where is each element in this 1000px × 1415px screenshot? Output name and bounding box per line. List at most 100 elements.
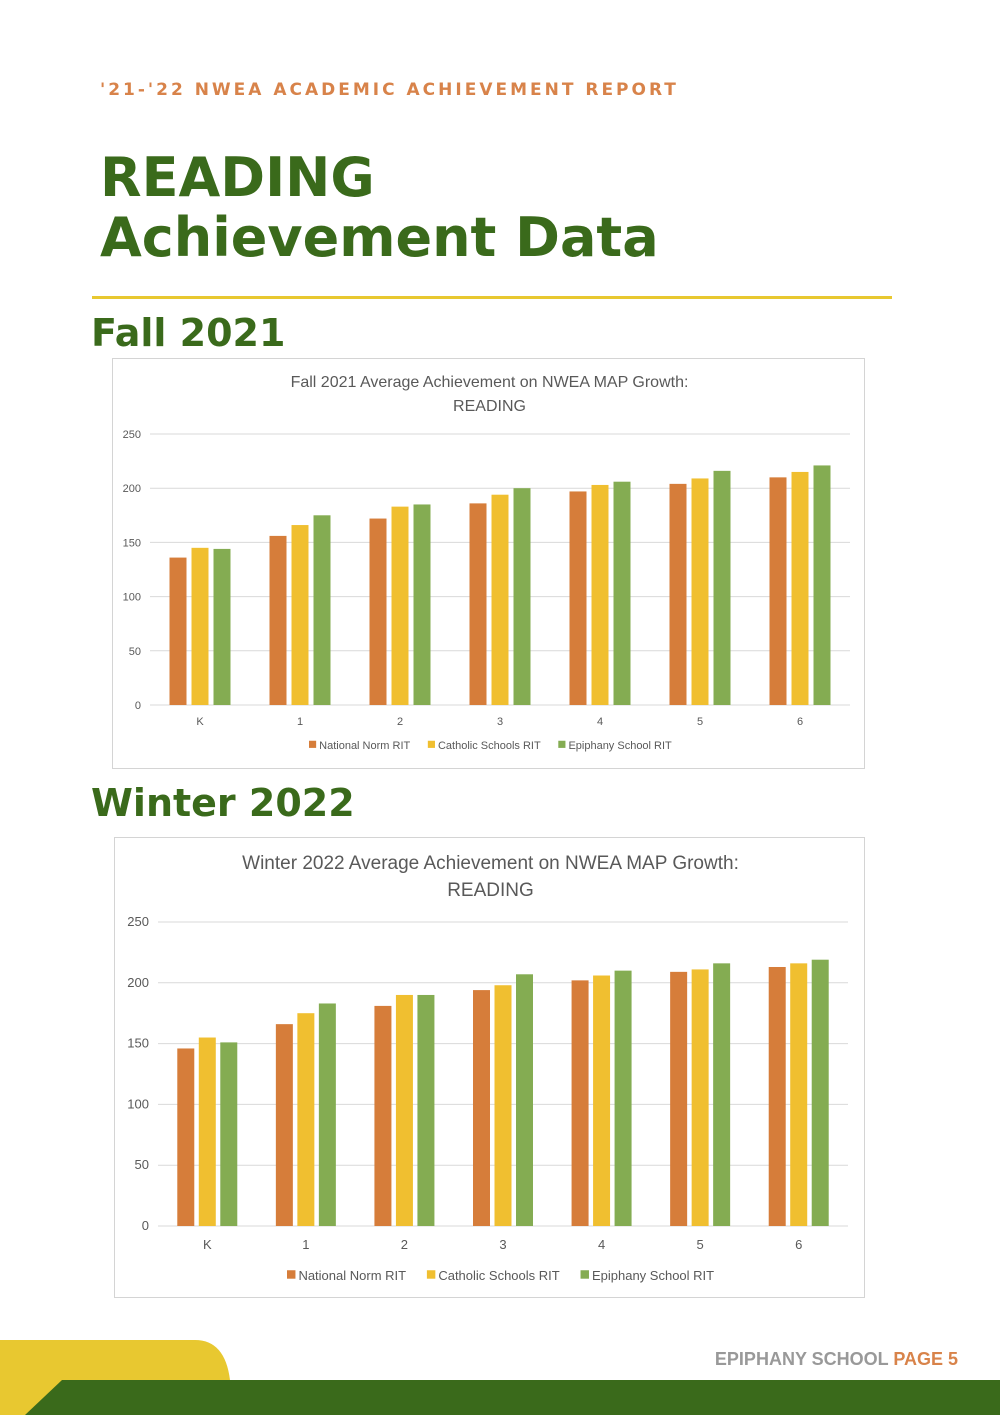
bar-epiphany-school-rit bbox=[613, 481, 631, 705]
x-tick-label: 1 bbox=[297, 716, 303, 728]
y-tick-label: 250 bbox=[127, 914, 149, 929]
bar-epiphany-school-rit bbox=[516, 974, 533, 1226]
bar-catholic-schools-rit bbox=[790, 963, 808, 1226]
legend-label: National Norm RIT bbox=[319, 740, 410, 752]
bar-national-norm-rit bbox=[670, 971, 688, 1226]
bar-catholic-schools-rit bbox=[491, 494, 509, 705]
bar-catholic-schools-rit bbox=[391, 506, 409, 705]
bar-national-norm-rit bbox=[473, 990, 490, 1226]
legend-swatch bbox=[287, 1270, 296, 1279]
y-tick-label: 0 bbox=[135, 700, 141, 712]
legend-swatch bbox=[427, 740, 435, 748]
bar-epiphany-school-rit bbox=[513, 488, 531, 705]
bar-catholic-schools-rit bbox=[691, 969, 709, 1226]
bar-epiphany-school-rit bbox=[713, 470, 731, 705]
x-tick-label: 5 bbox=[697, 716, 703, 728]
bar-national-norm-rit bbox=[169, 557, 187, 705]
legend-label: National Norm RIT bbox=[298, 1268, 406, 1283]
y-tick-label: 150 bbox=[123, 537, 141, 549]
x-tick-label: 6 bbox=[795, 1237, 802, 1252]
fall-chart: Fall 2021 Average Achievement on NWEA MA… bbox=[123, 374, 850, 752]
fall-chart-box: Fall 2021 Average Achievement on NWEA MA… bbox=[112, 358, 865, 769]
bar-catholic-schools-rit bbox=[395, 994, 413, 1226]
winter-chart: Winter 2022 Average Achievement on NWEA … bbox=[127, 853, 848, 1283]
bar-national-norm-rit bbox=[369, 518, 387, 705]
bar-epiphany-school-rit bbox=[220, 1042, 238, 1226]
bar-national-norm-rit bbox=[177, 1048, 195, 1226]
legend-swatch bbox=[558, 740, 566, 748]
chart-title: Winter 2022 Average Achievement on NWEA … bbox=[242, 853, 739, 874]
bar-national-norm-rit bbox=[275, 1024, 293, 1226]
x-tick-label: 6 bbox=[797, 716, 803, 728]
legend-swatch bbox=[426, 1270, 436, 1279]
x-tick-label: 5 bbox=[697, 1237, 704, 1252]
legend-label: Catholic Schools RIT bbox=[438, 740, 541, 752]
y-tick-label: 50 bbox=[135, 1157, 149, 1172]
chart-subtitle: READING bbox=[447, 880, 534, 901]
winter-chart-box: Winter 2022 Average Achievement on NWEA … bbox=[114, 837, 865, 1298]
page-title-line2: Achievement Data bbox=[100, 206, 659, 269]
x-tick-label: 3 bbox=[499, 1237, 506, 1252]
bar-epiphany-school-rit bbox=[417, 994, 435, 1226]
bar-catholic-schools-rit bbox=[591, 484, 609, 705]
legend-swatch bbox=[580, 1270, 589, 1279]
section-heading-fall: Fall 2021 bbox=[91, 311, 286, 355]
legend-swatch bbox=[309, 740, 317, 748]
x-tick-label: 1 bbox=[302, 1237, 309, 1252]
chart-title: Fall 2021 Average Achievement on NWEA MA… bbox=[291, 374, 689, 391]
x-tick-label: 4 bbox=[598, 1237, 605, 1252]
footer-label: EPIPHANY SCHOOL PAGE 5 bbox=[715, 1349, 958, 1370]
bar-epiphany-school-rit bbox=[413, 504, 431, 705]
bar-catholic-schools-rit bbox=[291, 525, 309, 705]
legend-label: Epiphany School RIT bbox=[592, 1268, 714, 1283]
y-tick-label: 200 bbox=[127, 975, 149, 990]
y-tick-label: 100 bbox=[127, 1096, 149, 1111]
bar-national-norm-rit bbox=[769, 477, 787, 705]
page-title-line1: READING bbox=[100, 146, 375, 209]
report-kicker: '21-'22 NWEA ACADEMIC ACHIEVEMENT REPORT bbox=[100, 80, 679, 100]
bar-catholic-schools-rit bbox=[297, 1013, 315, 1226]
y-tick-label: 0 bbox=[142, 1218, 149, 1233]
y-tick-label: 100 bbox=[123, 592, 141, 604]
section-heading-winter: Winter 2022 bbox=[91, 781, 355, 825]
bar-epiphany-school-rit bbox=[811, 959, 829, 1226]
bar-catholic-schools-rit bbox=[593, 975, 611, 1226]
bar-catholic-schools-rit bbox=[691, 478, 709, 705]
bar-catholic-schools-rit bbox=[791, 471, 809, 705]
x-tick-label: 2 bbox=[401, 1237, 408, 1252]
bar-national-norm-rit bbox=[571, 980, 589, 1226]
bar-national-norm-rit bbox=[269, 535, 287, 705]
bar-national-norm-rit bbox=[469, 503, 487, 705]
legend-label: Catholic Schools RIT bbox=[438, 1268, 559, 1283]
footer-school: EPIPHANY SCHOOL bbox=[714, 1349, 889, 1369]
bar-catholic-schools-rit bbox=[191, 547, 209, 705]
bar-epiphany-school-rit bbox=[318, 1003, 336, 1226]
bar-catholic-schools-rit bbox=[494, 985, 512, 1226]
bar-catholic-schools-rit bbox=[198, 1037, 216, 1226]
bar-national-norm-rit bbox=[569, 491, 587, 705]
bar-epiphany-school-rit bbox=[313, 515, 331, 705]
x-tick-label: K bbox=[203, 1237, 212, 1252]
bar-epiphany-school-rit bbox=[813, 465, 831, 705]
y-tick-label: 200 bbox=[123, 483, 141, 495]
footer-green-band bbox=[25, 1380, 1000, 1415]
page-title: READING Achievement Data bbox=[100, 148, 659, 268]
y-tick-label: 50 bbox=[129, 646, 141, 658]
x-tick-label: 3 bbox=[497, 716, 503, 728]
y-tick-label: 150 bbox=[127, 1036, 149, 1051]
bar-epiphany-school-rit bbox=[713, 963, 731, 1226]
footer-decoration bbox=[0, 1340, 1000, 1415]
bar-national-norm-rit bbox=[669, 483, 687, 705]
y-tick-label: 250 bbox=[123, 429, 141, 441]
bar-epiphany-school-rit bbox=[213, 548, 231, 705]
bar-national-norm-rit bbox=[768, 966, 786, 1226]
x-tick-label: K bbox=[196, 716, 204, 728]
x-tick-label: 4 bbox=[597, 716, 603, 728]
bar-national-norm-rit bbox=[374, 1005, 392, 1226]
legend-label: Epiphany School RIT bbox=[568, 740, 672, 752]
title-divider bbox=[92, 296, 892, 299]
footer-page-number: PAGE 5 bbox=[893, 1349, 958, 1369]
chart-subtitle: READING bbox=[453, 398, 526, 415]
x-tick-label: 2 bbox=[397, 716, 403, 728]
bar-epiphany-school-rit bbox=[614, 970, 632, 1226]
